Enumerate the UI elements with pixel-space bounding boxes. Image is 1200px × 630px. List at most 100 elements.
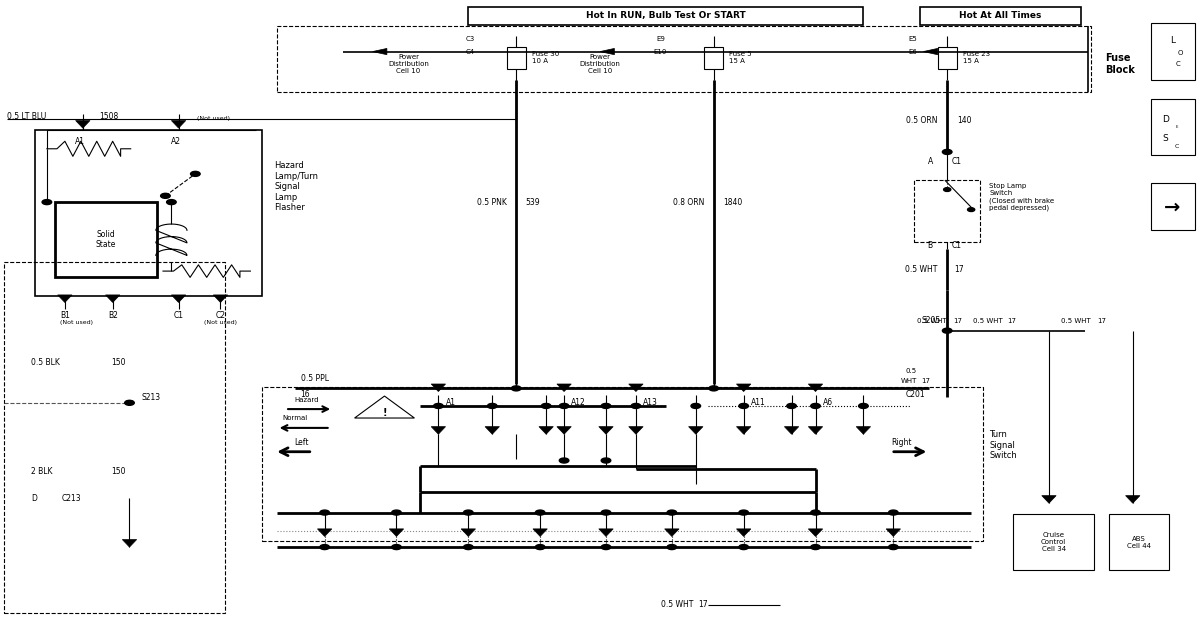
Circle shape [463,510,473,515]
Text: 150: 150 [112,467,126,476]
Circle shape [191,171,200,176]
Polygon shape [76,120,90,128]
Text: C2: C2 [216,311,226,319]
Polygon shape [1126,496,1140,503]
Polygon shape [172,120,186,128]
Text: !: ! [383,408,386,418]
Text: C: C [1175,144,1180,149]
Circle shape [601,458,611,463]
Text: 17: 17 [698,600,708,609]
Text: Right: Right [890,438,911,447]
Text: 0.5 WHT: 0.5 WHT [661,600,694,609]
Polygon shape [599,427,613,434]
Polygon shape [1042,496,1056,503]
Circle shape [125,400,134,405]
Text: Hazard
Lamp/Turn
Signal
Lamp
Flasher: Hazard Lamp/Turn Signal Lamp Flasher [275,161,318,212]
Text: 0.5 ORN: 0.5 ORN [906,116,937,125]
Polygon shape [172,295,186,302]
Text: (Not used): (Not used) [197,116,229,121]
Text: C4: C4 [466,49,475,55]
Text: 2 BLK: 2 BLK [31,467,53,476]
Polygon shape [737,529,751,536]
Text: B2: B2 [108,311,118,319]
Text: Fuse
Block: Fuse Block [1105,54,1135,75]
Text: 0.5 WHT: 0.5 WHT [905,265,937,274]
Circle shape [601,544,611,549]
Bar [1109,514,1169,570]
Text: 1840: 1840 [724,198,743,207]
Polygon shape [785,427,799,434]
Text: Fuse 23
15 A: Fuse 23 15 A [962,51,990,64]
Polygon shape [431,384,445,391]
Text: A6: A6 [823,398,833,407]
Bar [277,26,1091,93]
Circle shape [487,403,497,408]
Bar [913,180,979,242]
Text: E6: E6 [908,49,917,55]
Text: Hot In RUN, Bulb Test Or START: Hot In RUN, Bulb Test Or START [586,11,745,20]
Text: 17: 17 [1097,318,1106,324]
Bar [506,47,526,69]
Text: 0.5 WHT: 0.5 WHT [972,318,1002,324]
Text: 0.5 WHT: 0.5 WHT [918,318,947,324]
Text: ABS
Cell 44: ABS Cell 44 [1127,536,1151,549]
Circle shape [535,544,545,549]
Circle shape [811,403,821,408]
Polygon shape [629,427,643,434]
Circle shape [667,510,677,515]
Circle shape [391,510,401,515]
Circle shape [167,200,176,205]
Circle shape [811,510,821,515]
Bar [4,261,226,613]
Text: Left: Left [295,438,310,447]
Bar [1151,23,1195,80]
Text: C1: C1 [952,241,962,250]
Polygon shape [809,384,823,391]
Text: Power
Distribution
Cell 10: Power Distribution Cell 10 [580,54,620,74]
Text: 0.5: 0.5 [905,369,917,374]
Circle shape [433,403,443,408]
Circle shape [739,544,749,549]
Text: S213: S213 [142,393,161,403]
Text: 0.5 LT BLU: 0.5 LT BLU [7,112,47,121]
Text: C: C [1176,61,1181,67]
Text: 17: 17 [953,318,962,324]
Text: L: L [1170,36,1175,45]
Text: 0.5 PPL: 0.5 PPL [301,374,329,383]
Polygon shape [886,529,900,536]
Circle shape [739,510,749,515]
Circle shape [42,200,52,205]
Circle shape [787,403,797,408]
Bar [919,7,1081,25]
Bar [263,387,983,541]
Text: 0.5 WHT: 0.5 WHT [1061,318,1091,324]
Polygon shape [106,295,120,302]
Polygon shape [557,427,571,434]
Polygon shape [122,539,137,547]
Text: O: O [1178,50,1183,56]
Circle shape [631,403,641,408]
Circle shape [511,386,521,391]
Polygon shape [857,427,870,434]
Text: Cruise
Control
Cell 34: Cruise Control Cell 34 [1042,532,1067,552]
Text: C1: C1 [952,157,962,166]
Text: A2: A2 [172,137,181,146]
Text: E5: E5 [908,36,917,42]
Polygon shape [629,384,643,391]
Circle shape [161,193,170,198]
Circle shape [463,544,473,549]
Text: D: D [31,494,37,503]
Text: Hot At All Times: Hot At All Times [959,11,1042,20]
Bar [704,47,724,69]
Text: C213: C213 [61,494,80,503]
Text: 1508: 1508 [100,112,119,121]
Polygon shape [809,529,823,536]
Text: Stop Lamp
Switch
(Closed with brake
pedal depressed): Stop Lamp Switch (Closed with brake peda… [989,183,1055,211]
Circle shape [943,188,950,192]
Text: 0.8 ORN: 0.8 ORN [673,198,704,207]
Polygon shape [214,295,228,302]
Text: 140: 140 [956,116,971,125]
Polygon shape [557,384,571,391]
Text: 539: 539 [526,198,540,207]
Bar [1013,514,1094,570]
